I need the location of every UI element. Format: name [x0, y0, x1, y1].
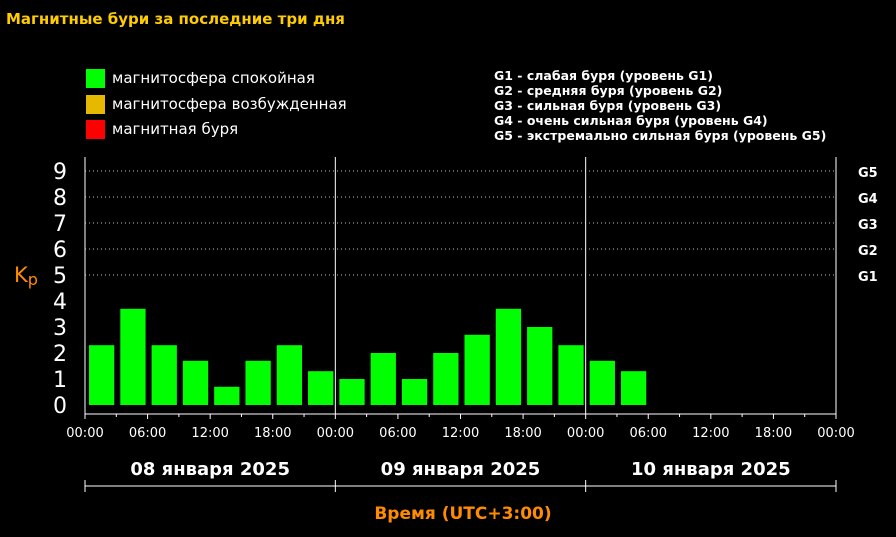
kp-bar	[558, 345, 584, 405]
kp-bar	[89, 345, 115, 405]
x-axis-label: Время (UTC+3:00)	[374, 504, 551, 524]
y-tick-label: 3	[53, 316, 67, 341]
y-tick-label: 0	[53, 394, 67, 419]
kp-axis-label: Kp	[14, 263, 38, 289]
y-tick-label: 9	[53, 160, 67, 185]
kp-bar	[433, 353, 459, 405]
right-tick-label: G2	[858, 244, 878, 259]
g-level-4: G4 - очень сильная буря (уровень G4)	[494, 113, 768, 128]
kp-bar	[527, 327, 553, 405]
legend-label-quiet: магнитосфера спокойная	[112, 69, 315, 87]
page-title: Магнитные бури за последние три дня	[6, 10, 345, 28]
legend-item-excited: магнитосфера возбужденная	[86, 94, 347, 114]
chart-axes	[84, 157, 837, 492]
right-tick-label: G1	[858, 270, 878, 285]
kp-bar	[120, 308, 146, 405]
kp-bar	[308, 371, 334, 405]
x-tick-label: 00:00	[567, 426, 604, 441]
kp-bar	[589, 360, 615, 405]
kp-bar	[214, 386, 240, 405]
x-tick-label: 18:00	[755, 426, 792, 441]
day-label: 09 января 2025	[381, 459, 541, 480]
x-tick-label: 18:00	[504, 426, 541, 441]
g-level-3: G3 - сильная буря (уровень G3)	[494, 98, 722, 113]
y-tick-label: 6	[53, 238, 67, 263]
kp-bar	[339, 379, 365, 405]
kp-bar	[370, 353, 396, 405]
x-tick-label: 12:00	[191, 426, 228, 441]
kp-bar	[464, 334, 490, 405]
x-tick-label: 12:00	[692, 426, 729, 441]
kp-bar	[495, 308, 522, 405]
y-tick-label: 7	[53, 212, 67, 237]
y-tick-label: 8	[53, 186, 67, 211]
kp-bar	[151, 345, 177, 405]
g-level-list: G1 - слабая буря (уровень G1) G2 - средн…	[494, 68, 826, 143]
y-tick-label: 2	[53, 342, 67, 367]
y-tick-label: 1	[53, 368, 67, 393]
day-label: 08 января 2025	[130, 459, 290, 480]
kp-bar	[620, 371, 647, 405]
x-tick-label: 06:00	[379, 426, 416, 441]
x-tick-label: 00:00	[317, 426, 354, 441]
x-tick-label: 00:00	[66, 426, 103, 441]
g-level-2: G2 - средняя буря (уровень G2)	[494, 83, 723, 98]
kp-bar	[245, 360, 271, 405]
x-tick-label: 06:00	[129, 426, 166, 441]
g-level-1: G1 - слабая буря (уровень G1)	[494, 68, 713, 83]
legend-item-storm: магнитная буря	[86, 119, 238, 139]
x-tick-label: 00:00	[817, 426, 854, 441]
y-tick-label: 5	[53, 264, 67, 289]
legend-label-storm: магнитная буря	[112, 120, 239, 138]
legend-swatch-excited	[86, 94, 105, 114]
right-tick-label: G5	[858, 166, 878, 181]
kp-bar	[182, 360, 209, 405]
x-tick-label: 12:00	[442, 426, 479, 441]
day-label: 10 января 2025	[631, 459, 791, 480]
right-tick-label: G4	[858, 192, 878, 207]
x-tick-label: 06:00	[630, 426, 667, 441]
right-tick-label: G3	[858, 218, 878, 233]
legend-swatch-storm	[86, 119, 105, 139]
legend-swatch-quiet	[86, 68, 105, 88]
g-level-5: G5 - экстремально сильная буря (уровень …	[494, 128, 827, 143]
kp-bar	[401, 379, 428, 405]
kp-bar	[276, 345, 303, 405]
y-tick-label: 4	[53, 290, 67, 315]
x-tick-label: 18:00	[254, 426, 291, 441]
legend-label-excited: магнитосфера возбужденная	[112, 95, 347, 113]
legend-item-quiet: магнитосфера спокойная	[86, 68, 315, 88]
chart-grid	[85, 170, 836, 276]
chart-bars	[89, 308, 647, 405]
